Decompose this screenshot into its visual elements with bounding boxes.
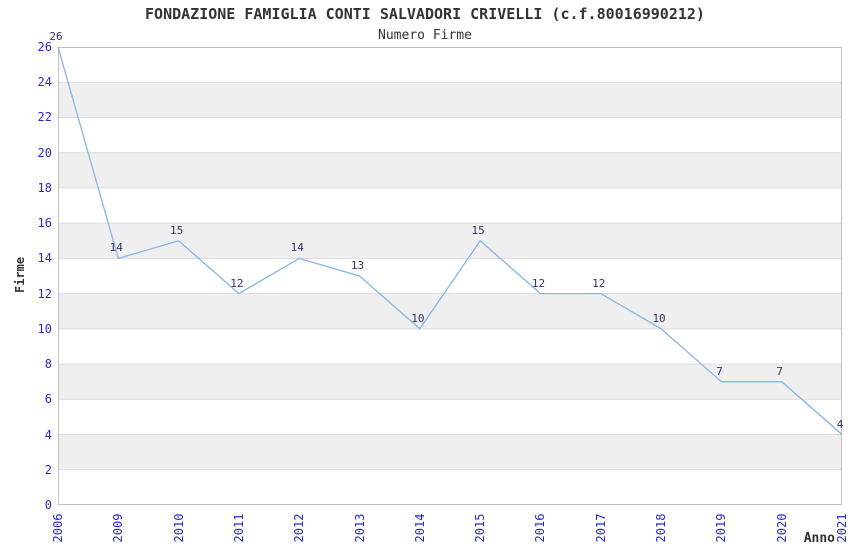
y-tick-label: 10	[37, 321, 52, 336]
plot-band	[58, 82, 842, 118]
y-tick-label: 0	[44, 498, 52, 512]
data-label: 7	[776, 364, 783, 378]
y-tick-label: 22	[37, 110, 52, 125]
x-tick-label: 2009	[111, 513, 126, 543]
y-tick-label: 26	[37, 40, 52, 54]
data-label: 26	[49, 30, 63, 43]
x-tick-label: 2014	[412, 513, 427, 543]
data-label: 7	[716, 364, 723, 378]
x-tick-label: 2010	[171, 513, 186, 543]
plot-band	[58, 152, 842, 188]
y-tick-label: 24	[37, 75, 52, 90]
y-axis-title: Firme	[13, 256, 27, 293]
x-tick-label: 2006	[51, 513, 65, 543]
y-tick-label: 12	[37, 286, 52, 301]
data-label: 10	[411, 311, 425, 325]
y-tick-label: 4	[44, 427, 52, 442]
x-tick-label: 2017	[593, 513, 608, 543]
plot-border	[58, 47, 842, 505]
x-tick-label: 2018	[654, 513, 669, 543]
data-label: 12	[230, 276, 244, 290]
y-tick-label: 8	[44, 357, 52, 372]
data-label: 4	[836, 417, 844, 431]
y-tick-label: 6	[44, 392, 52, 407]
series-line	[57, 46, 843, 435]
x-tick-label: 2021	[835, 513, 849, 543]
data-label: 14	[290, 241, 304, 255]
x-tick-label: 2012	[292, 513, 307, 543]
data-label: 14	[109, 241, 123, 255]
chart-title: FONDAZIONE FAMIGLIA CONTI SALVADORI CRIV…	[145, 5, 705, 23]
data-label: 12	[531, 276, 546, 290]
data-label: 15	[471, 223, 485, 237]
x-tick-label: 2019	[714, 513, 729, 543]
y-tick-label: 14	[37, 251, 52, 266]
chart-subtitle: Numero Firme	[378, 28, 472, 43]
data-label: 10	[652, 311, 666, 325]
data-label: 12	[592, 276, 606, 290]
y-tick-label: 18	[37, 180, 52, 195]
plot-band	[58, 434, 842, 470]
x-tick-label: 2013	[352, 513, 367, 543]
plot-band	[58, 293, 842, 329]
plot-band	[58, 364, 842, 400]
y-tick-label: 20	[37, 145, 52, 160]
x-tick-label: 2016	[533, 513, 548, 543]
plot-background	[58, 47, 842, 505]
data-label: 15	[169, 223, 184, 237]
y-tick-label: 2	[44, 462, 52, 477]
plot-band	[58, 223, 842, 259]
y-tick-label: 16	[37, 216, 52, 231]
x-tick-label: 2011	[231, 513, 246, 543]
x-axis-title: Anno	[803, 531, 835, 546]
x-tick-label: 2015	[473, 513, 488, 543]
data-label: 13	[350, 259, 365, 272]
